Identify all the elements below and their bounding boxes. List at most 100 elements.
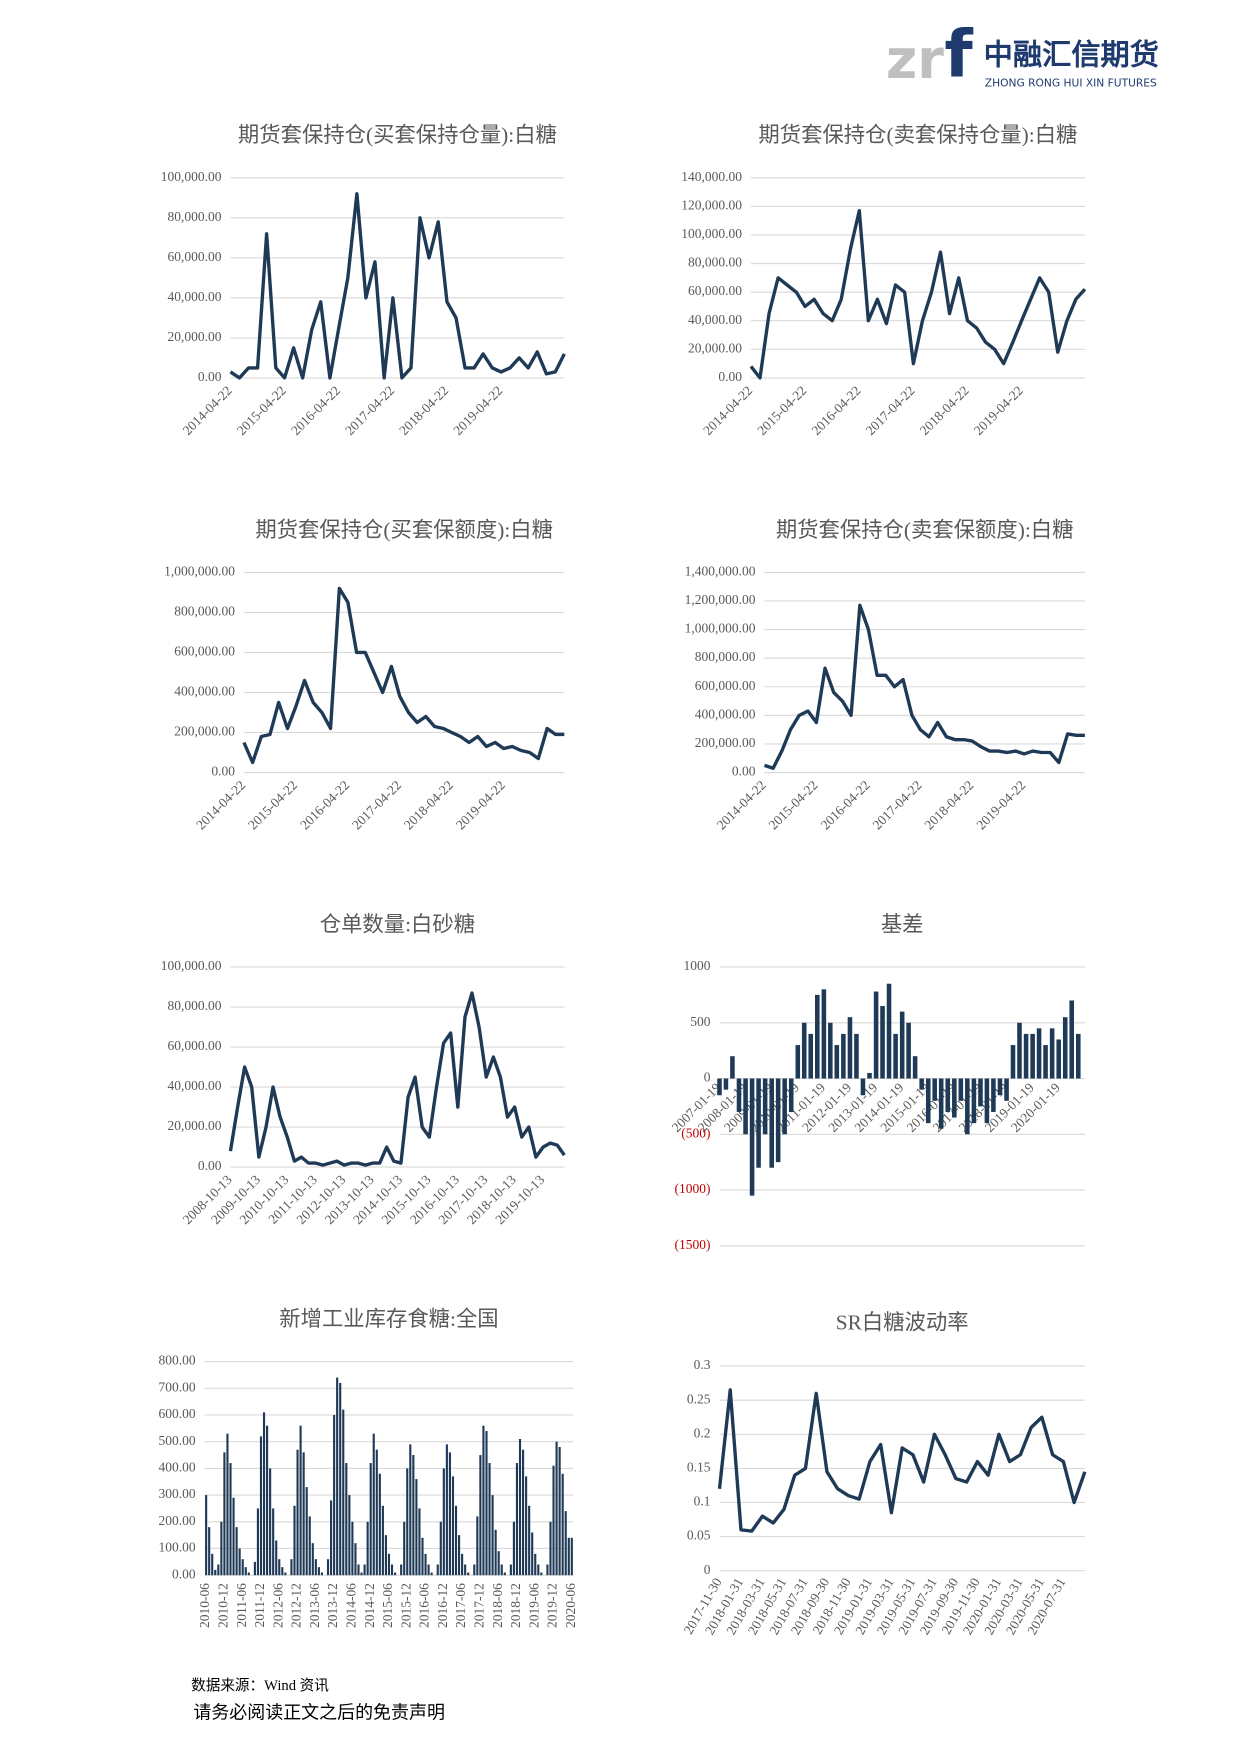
y-tick-label: 0 [704,1562,711,1577]
bar [394,1572,397,1576]
bar [549,1521,552,1576]
bar [241,1559,244,1576]
bar [275,1540,278,1576]
y-tick-label: 1,200,000.00 [685,592,756,607]
bar [348,1495,351,1576]
x-tick-label: 2013-12 [325,1583,340,1628]
bar [293,1505,296,1576]
bar [570,1537,573,1576]
bar [991,1078,996,1112]
y-tick-label: 1000 [684,958,711,973]
y-tick-label: 80,000.00 [168,998,222,1013]
y-tick-label: 400.00 [159,1459,196,1474]
bar [540,1572,543,1576]
bar [912,1056,918,1079]
bar [762,1078,768,1135]
x-tick-label: 2019-12 [545,1583,560,1628]
bar [500,1564,503,1576]
bar [375,1449,378,1576]
bar [828,1022,833,1079]
bar [815,994,820,1079]
bar [266,1425,269,1576]
bar [945,1078,951,1112]
bar [1062,1017,1068,1079]
bar [378,1473,381,1576]
y-tick-label: 40,000.00 [168,1078,222,1093]
x-tick-label: 2016-12 [435,1583,450,1628]
bar [528,1505,531,1576]
y-tick-label: 200,000.00 [174,724,235,739]
bar [372,1433,375,1576]
bar [217,1564,220,1576]
bar [893,1033,898,1079]
bar [445,1444,448,1576]
y-tick-label: 120,000.00 [681,197,742,212]
bar [214,1569,217,1576]
bar [418,1508,421,1576]
bar [552,1465,555,1576]
bar [497,1551,500,1576]
bar [351,1521,354,1576]
data-line [763,603,1085,770]
bar [342,1409,345,1576]
y-tick-label: 200,000.00 [695,735,756,750]
bar [1023,1033,1029,1079]
y-tick-label: 0.1 [694,1494,711,1509]
bar [1076,1033,1081,1079]
bar [232,1497,235,1576]
data-line [228,991,566,1167]
bar [363,1564,366,1576]
bar [491,1495,494,1576]
chart-title: 期货套保持仓(买套保持仓量):白糖 [238,123,557,147]
bar [381,1505,384,1576]
bar [515,1463,519,1576]
y-tick-label: (1500) [675,1237,711,1252]
chart-title: 新增工业库存食糖:全国 [279,1307,498,1331]
x-tick-label: 2016-06 [417,1583,432,1628]
y-tick-label: 140,000.00 [681,169,742,184]
bar [430,1572,433,1576]
bar [244,1567,247,1576]
bar [494,1529,497,1576]
disclaimer: 请务必阅读正文之后的免责声明 [193,1703,445,1723]
bar [415,1479,418,1576]
y-tick-label: 80,000.00 [688,255,742,270]
x-tick-label: 2017-06 [453,1583,468,1628]
chart-title: 期货套保持仓(买套保额度):白糖 [255,518,553,542]
bar [412,1455,415,1576]
y-tick-label: 800,000.00 [174,604,235,619]
y-tick-label: 60,000.00 [168,249,222,264]
bar [427,1564,430,1576]
bar [834,1045,840,1079]
bar [782,1078,787,1135]
y-tick-label: 800.00 [159,1353,196,1368]
y-tick-label: 600,000.00 [174,644,235,659]
bar [223,1452,226,1576]
bar [238,1548,241,1576]
bar [736,1078,742,1112]
bar [1030,1033,1035,1079]
y-tick-label: 0.00 [211,764,235,779]
y-tick-label: 0.15 [687,1459,711,1474]
bar [847,1017,853,1079]
y-tick-label: 0.00 [172,1566,196,1581]
bar [220,1521,223,1576]
chart-title: 基差 [881,912,924,936]
bar [482,1425,485,1576]
bar [512,1521,515,1576]
bar [717,1078,722,1096]
y-tick-label: 800,000.00 [695,649,756,664]
x-tick-label: 2017-12 [471,1583,486,1628]
bar [473,1564,476,1576]
bar [561,1473,564,1576]
bar [461,1553,464,1576]
bar [997,1078,1003,1096]
bar [354,1543,357,1576]
x-tick-label: 2019-06 [526,1583,541,1628]
bar [290,1559,293,1576]
data-line [749,208,1087,380]
bar [769,1078,775,1168]
y-tick-label: 20,000.00 [168,329,222,344]
y-tick-label: 500.00 [159,1433,196,1448]
bar [509,1564,512,1576]
